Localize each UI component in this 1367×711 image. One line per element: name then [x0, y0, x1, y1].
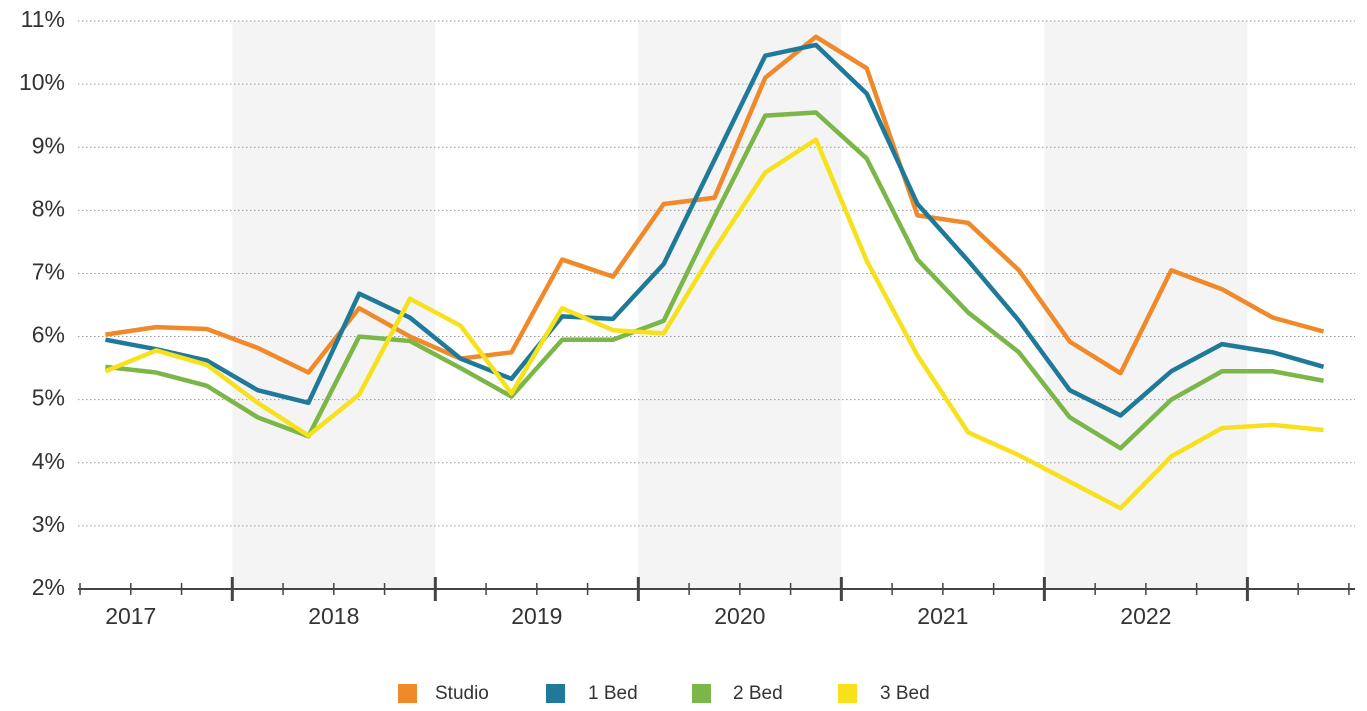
- y-tick-label: 6%: [32, 322, 65, 348]
- y-tick-label: 5%: [32, 385, 65, 411]
- legend-label: 2 Bed: [733, 683, 783, 704]
- y-tick-label: 3%: [32, 511, 65, 537]
- x-tick-label: 2022: [1120, 603, 1171, 629]
- x-tick-label: 2019: [511, 603, 562, 629]
- series-line: [104, 42, 1325, 418]
- legend-swatch: [398, 684, 417, 703]
- legend-swatch: [838, 684, 857, 703]
- series-line: [105, 34, 1325, 376]
- y-tick-label: 11%: [21, 6, 65, 32]
- legend-label: 1 Bed: [588, 683, 638, 704]
- legend-swatch: [546, 684, 565, 703]
- y-tick-label: 10%: [19, 69, 65, 95]
- y-tick-label: 2%: [32, 574, 65, 600]
- x-tick-label: 2020: [714, 603, 765, 629]
- shaded-band: [232, 21, 436, 589]
- shaded-band: [1044, 21, 1248, 589]
- series-line: [104, 137, 1324, 511]
- y-tick-label: 4%: [32, 448, 65, 474]
- x-tick-label: 2018: [308, 603, 359, 629]
- legend-label: 3 Bed: [880, 683, 930, 704]
- x-tick-label: 2017: [105, 603, 156, 629]
- y-tick-label: 9%: [32, 132, 65, 158]
- y-tick-label: 8%: [32, 195, 65, 221]
- legend-label: Studio: [435, 683, 489, 704]
- legend-swatch: [692, 684, 711, 703]
- y-tick-label: 7%: [32, 259, 65, 285]
- x-tick-label: 2021: [917, 603, 968, 629]
